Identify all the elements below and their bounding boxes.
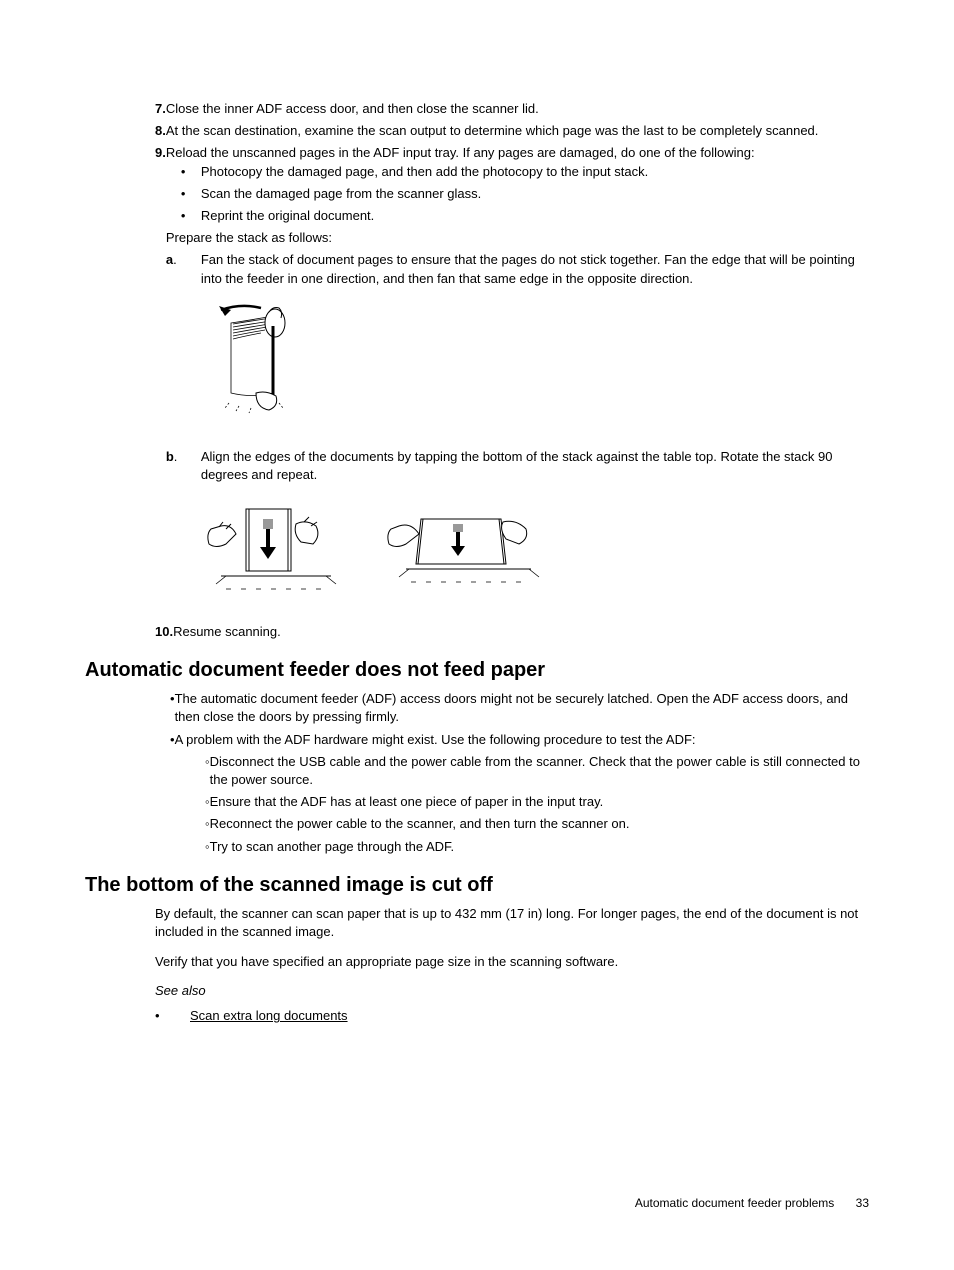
bullet-text: Reconnect the power cable to the scanner… — [210, 815, 869, 833]
link-scan-extra-long[interactable]: Scan extra long documents — [190, 1008, 348, 1023]
step-8: 8. At the scan destination, examine the … — [85, 122, 869, 140]
section-heading-adf-not-feed: Automatic document feeder does not feed … — [85, 659, 869, 682]
bullet-icon: • — [166, 185, 201, 203]
bullet-text: Scan the damaged page from the scanner g… — [201, 185, 869, 203]
sub-letter: b. — [166, 448, 201, 484]
step-text: Close the inner ADF access door, and the… — [166, 100, 869, 118]
step-body: Reload the unscanned pages in the ADF in… — [166, 144, 869, 619]
step-text: Resume scanning. — [173, 623, 869, 641]
step-number: 8. — [85, 122, 166, 140]
tap-stack-side-icon — [381, 494, 541, 599]
bullet-item: • The automatic document feeder (ADF) ac… — [85, 690, 869, 726]
bullet-text: Ensure that the ADF has at least one pie… — [210, 793, 869, 811]
bullet-item: • A problem with the ADF hardware might … — [85, 731, 869, 749]
step-number: 7. — [85, 100, 166, 118]
bullet-icon: • — [155, 1008, 190, 1023]
illustration-tap-stack — [201, 494, 869, 599]
bullet-text: Disconnect the USB cable and the power c… — [210, 753, 869, 789]
bullet-icon: • — [85, 690, 175, 726]
see-also-label: See also — [155, 983, 869, 998]
sub-text: Fan the stack of document pages to ensur… — [201, 251, 869, 287]
bullet-text: Reprint the original document. — [201, 207, 869, 225]
sub-bullet-item: ◦ Try to scan another page through the A… — [85, 838, 869, 856]
bullet-text: A problem with the ADF hardware might ex… — [175, 731, 869, 749]
illustration-fan-paper — [201, 298, 869, 428]
bullet-icon: ◦ — [85, 838, 210, 856]
page-footer: Automatic document feeder problems 33 — [635, 1196, 869, 1210]
step-9b: b. Align the edges of the documents by t… — [166, 448, 869, 484]
paragraph: By default, the scanner can scan paper t… — [155, 905, 869, 941]
step-7: 7. Close the inner ADF access door, and … — [85, 100, 869, 118]
step-9: 9. Reload the unscanned pages in the ADF… — [85, 144, 869, 619]
bullet-icon: ◦ — [85, 753, 210, 789]
sub-bullet: • Scan the damaged page from the scanner… — [166, 185, 869, 203]
step-9a: a. Fan the stack of document pages to en… — [166, 251, 869, 287]
bullet-icon: • — [85, 731, 175, 749]
prepare-note: Prepare the stack as follows: — [166, 229, 869, 247]
step-text: At the scan destination, examine the sca… — [166, 122, 869, 140]
bullet-icon: ◦ — [85, 793, 210, 811]
sub-bullet-item: ◦ Reconnect the power cable to the scann… — [85, 815, 869, 833]
page-content: 7. Close the inner ADF access door, and … — [0, 0, 954, 1083]
step-number: 10. — [85, 623, 173, 641]
see-also-link-item: • Scan extra long documents — [155, 1008, 869, 1023]
bullet-icon: • — [166, 207, 201, 225]
sub-letter: a. — [166, 251, 201, 287]
step-10: 10. Resume scanning. — [85, 623, 869, 641]
paragraph: Verify that you have specified an approp… — [155, 953, 869, 971]
bullet-icon: • — [166, 163, 201, 181]
sub-bullet-item: ◦ Disconnect the USB cable and the power… — [85, 753, 869, 789]
fan-paper-icon — [201, 298, 321, 428]
section-heading-image-cut-off: The bottom of the scanned image is cut o… — [85, 874, 869, 897]
step-number: 9. — [85, 144, 166, 619]
bullet-text: Photocopy the damaged page, and then add… — [201, 163, 869, 181]
sub-bullet-item: ◦ Ensure that the ADF has at least one p… — [85, 793, 869, 811]
bullet-text: Try to scan another page through the ADF… — [210, 838, 869, 856]
tap-stack-front-icon — [201, 494, 341, 599]
sub-bullet: • Reprint the original document. — [166, 207, 869, 225]
bullet-icon: ◦ — [85, 815, 210, 833]
sub-bullet: • Photocopy the damaged page, and then a… — [166, 163, 869, 181]
footer-page-number: 33 — [856, 1196, 869, 1210]
step-text: Reload the unscanned pages in the ADF in… — [166, 144, 869, 162]
sub-text: Align the edges of the documents by tapp… — [201, 448, 869, 484]
footer-section-label: Automatic document feeder problems — [635, 1196, 834, 1210]
bullet-text: The automatic document feeder (ADF) acce… — [175, 690, 869, 726]
